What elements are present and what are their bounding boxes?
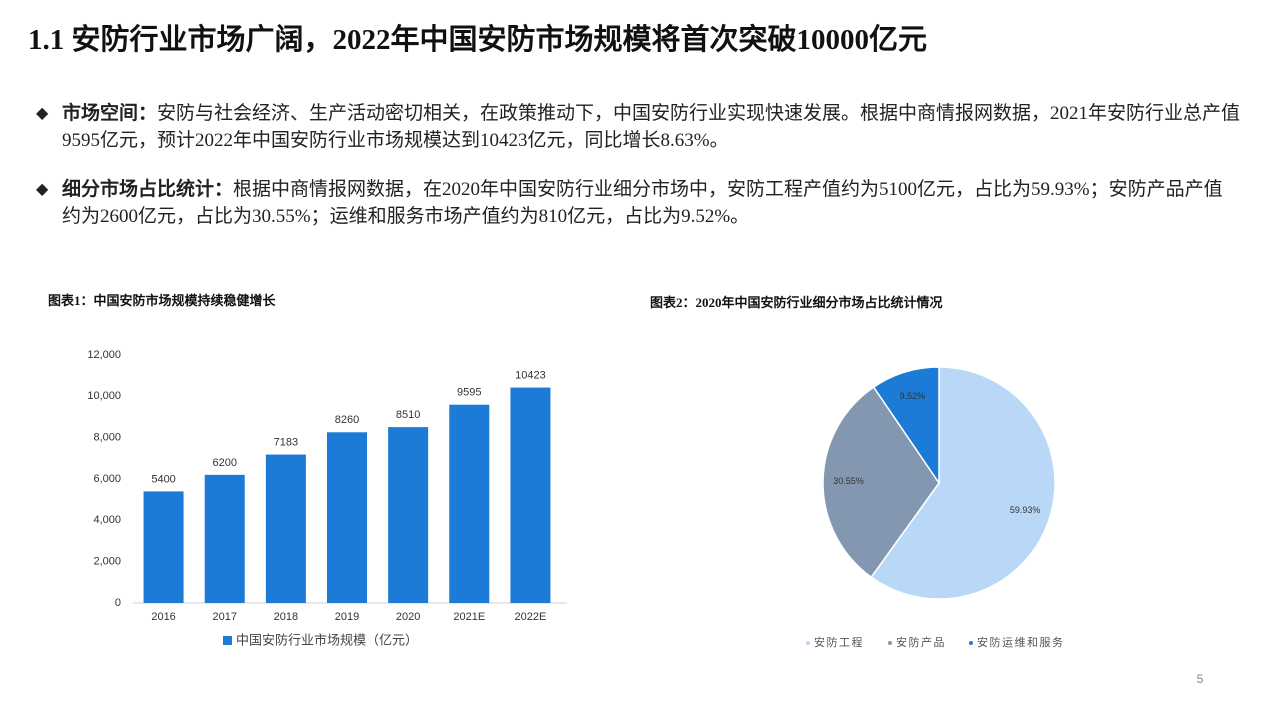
page-number: 5 (1197, 672, 1204, 686)
y-tick-label: 12,000 (87, 349, 121, 361)
y-tick-label: 2,000 (93, 556, 121, 568)
bar (388, 427, 429, 603)
x-tick-label: 2017 (212, 611, 236, 623)
bullet-icon: ◆ (36, 105, 49, 122)
y-tick-label: 0 (115, 597, 121, 609)
value-label: 9595 (457, 387, 481, 399)
bar (510, 387, 551, 603)
pie-slice (870, 366, 1056, 600)
y-tick-label: 4,000 (93, 514, 121, 526)
value-label: 7183 (274, 436, 298, 448)
x-tick-label: 2021E (453, 611, 485, 623)
legend-label: 安防工程 (814, 635, 864, 649)
slice-label: 59.93% (1010, 505, 1041, 515)
slice-label: 30.55% (833, 476, 864, 486)
y-tick-label: 8,000 (93, 432, 121, 444)
pie-slice (822, 386, 940, 579)
legend-label: 中国安防行业市场规模（亿元） (236, 632, 418, 647)
legend-label: 安防运维和服务 (977, 635, 1065, 649)
bar (143, 491, 184, 603)
value-label: 5400 (151, 473, 175, 485)
slide-title: 1.1 安防行业市场广阔，2022年中国安防市场规模将首次突破10000亿元 (28, 24, 928, 56)
legend-swatch (806, 641, 810, 645)
bar (449, 404, 490, 603)
pie-slice (872, 366, 940, 486)
x-tick-label: 2016 (151, 611, 175, 623)
value-label: 8260 (335, 414, 359, 426)
bar (265, 454, 306, 603)
bullet: ◆ 细分市场占比统计：根据中商情报网数据，在2020年中国安防行业细分市场中，安防… (36, 176, 1241, 230)
value-label: 10423 (515, 369, 546, 381)
y-tick-label: 10,000 (87, 390, 121, 402)
y-tick-label: 6,000 (93, 473, 121, 485)
legend-swatch (888, 641, 892, 645)
bullet-text: 安防与社会经济、生产活动密切相关，在政策推动下，中国安防行业实现快速发展。根据中… (62, 103, 1241, 151)
bullet-body: 细分市场占比统计：根据中商情报网数据，在2020年中国安防行业细分市场中，安防工… (62, 176, 1241, 230)
x-tick-label: 2018 (274, 611, 298, 623)
legend-label: 安防产品 (896, 635, 946, 649)
bar (327, 432, 367, 603)
x-tick-label: 2019 (335, 611, 359, 623)
bullet: ◆ 市场空间：安防与社会经济、生产活动密切相关，在政策推动下，中国安防行业实现快速… (36, 100, 1241, 154)
legend-swatch (223, 636, 232, 645)
chart-title: 图表2：2020年中国安防行业细分市场占比统计情况 (650, 295, 943, 310)
bullet-label: 细分市场占比统计： (62, 179, 234, 200)
bullet-body: 市场空间：安防与社会经济、生产活动密切相关，在政策推动下，中国安防行业实现快速发… (62, 100, 1241, 154)
x-tick-label: 2022E (515, 611, 547, 623)
value-label: 6200 (212, 457, 236, 469)
legend-swatch (969, 641, 973, 645)
chart-title: 图表1：中国安防市场规模持续稳健增长 (48, 293, 277, 308)
bullet-icon: ◆ (36, 181, 49, 198)
bar (204, 474, 245, 603)
bullet-label: 市场空间： (62, 103, 158, 124)
value-label: 8510 (396, 409, 420, 421)
x-tick-label: 2020 (396, 611, 420, 623)
slice-label: 9.52% (900, 391, 926, 401)
bullet-text: 根据中商情报网数据，在2020年中国安防行业细分市场中，安防工程产值约为5100… (62, 179, 1223, 227)
